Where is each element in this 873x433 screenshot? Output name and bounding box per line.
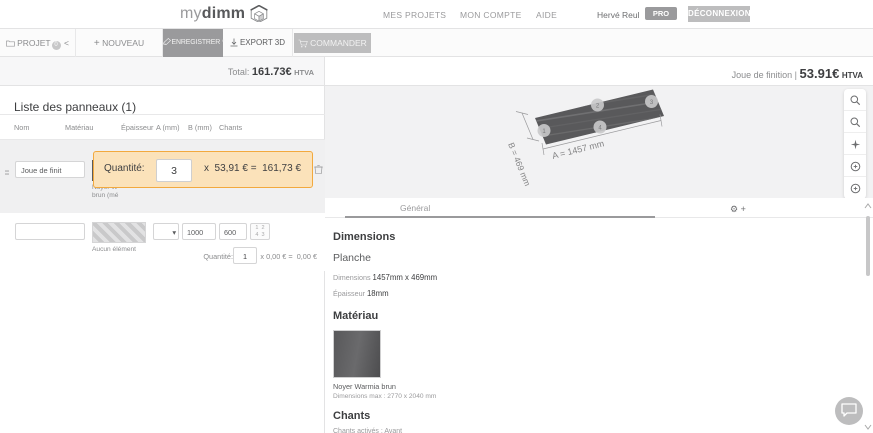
svg-text:B = 469 mm: B = 469 mm [506,141,533,187]
svg-text:A = 1457 mm: A = 1457 mm [551,138,605,161]
